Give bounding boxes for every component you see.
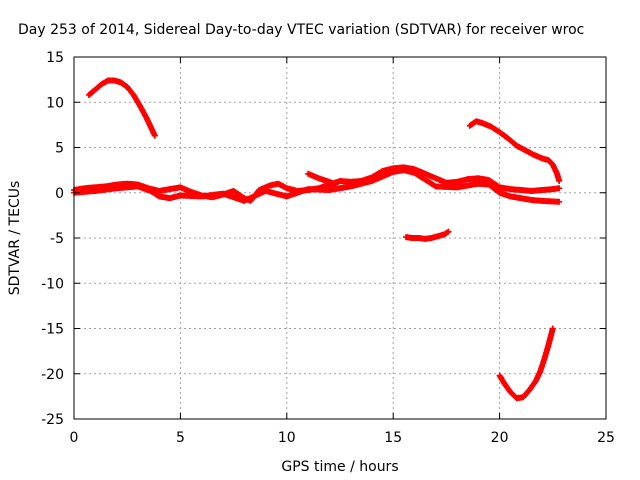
x-tick-label: 20 — [491, 430, 509, 446]
y-tick-label: -20 — [41, 367, 64, 383]
data-point — [549, 325, 556, 332]
data-point — [556, 177, 563, 184]
y-tick-label: 15 — [46, 50, 64, 66]
series-track-f-descending-right — [466, 118, 563, 184]
data-point — [445, 228, 452, 235]
series-track-e-negative-five — [402, 228, 452, 242]
series-track-c-near-zero-lower — [71, 167, 563, 205]
data-point — [332, 181, 339, 188]
y-tick-label: -5 — [50, 231, 64, 247]
y-tick-label: -15 — [41, 322, 64, 338]
y-tick-label: 10 — [46, 95, 64, 111]
x-tick-label: 10 — [278, 430, 296, 446]
x-tick-label: 15 — [384, 430, 402, 446]
y-axis-label: SDTVAR / TECUs — [7, 181, 23, 296]
data-point — [556, 185, 563, 192]
y-tick-label: -10 — [41, 276, 64, 292]
data-point — [151, 132, 158, 139]
series-track-a-arc-high — [85, 77, 158, 139]
x-tick-label: 0 — [70, 430, 79, 446]
chart-title: Day 253 of 2014, Sidereal Day-to-day VTE… — [18, 22, 584, 38]
x-tick-label: 25 — [597, 430, 615, 446]
axis-ticks: 0 5 10 15 20 25 -25 -20 -15 -10 -5 0 5 10 15 — [41, 50, 615, 446]
y-tick-label: 5 — [55, 141, 64, 157]
data-points — [71, 77, 563, 402]
x-axis-label: GPS time / hours — [281, 459, 398, 475]
y-tick-label: 0 — [55, 186, 64, 202]
y-tick-label: -25 — [41, 412, 64, 428]
grid — [74, 57, 606, 419]
data-point — [556, 198, 563, 205]
series-track-d-short-upper — [305, 170, 339, 188]
x-tick-label: 5 — [176, 430, 185, 446]
series-track-g-deep-dip — [496, 325, 556, 402]
